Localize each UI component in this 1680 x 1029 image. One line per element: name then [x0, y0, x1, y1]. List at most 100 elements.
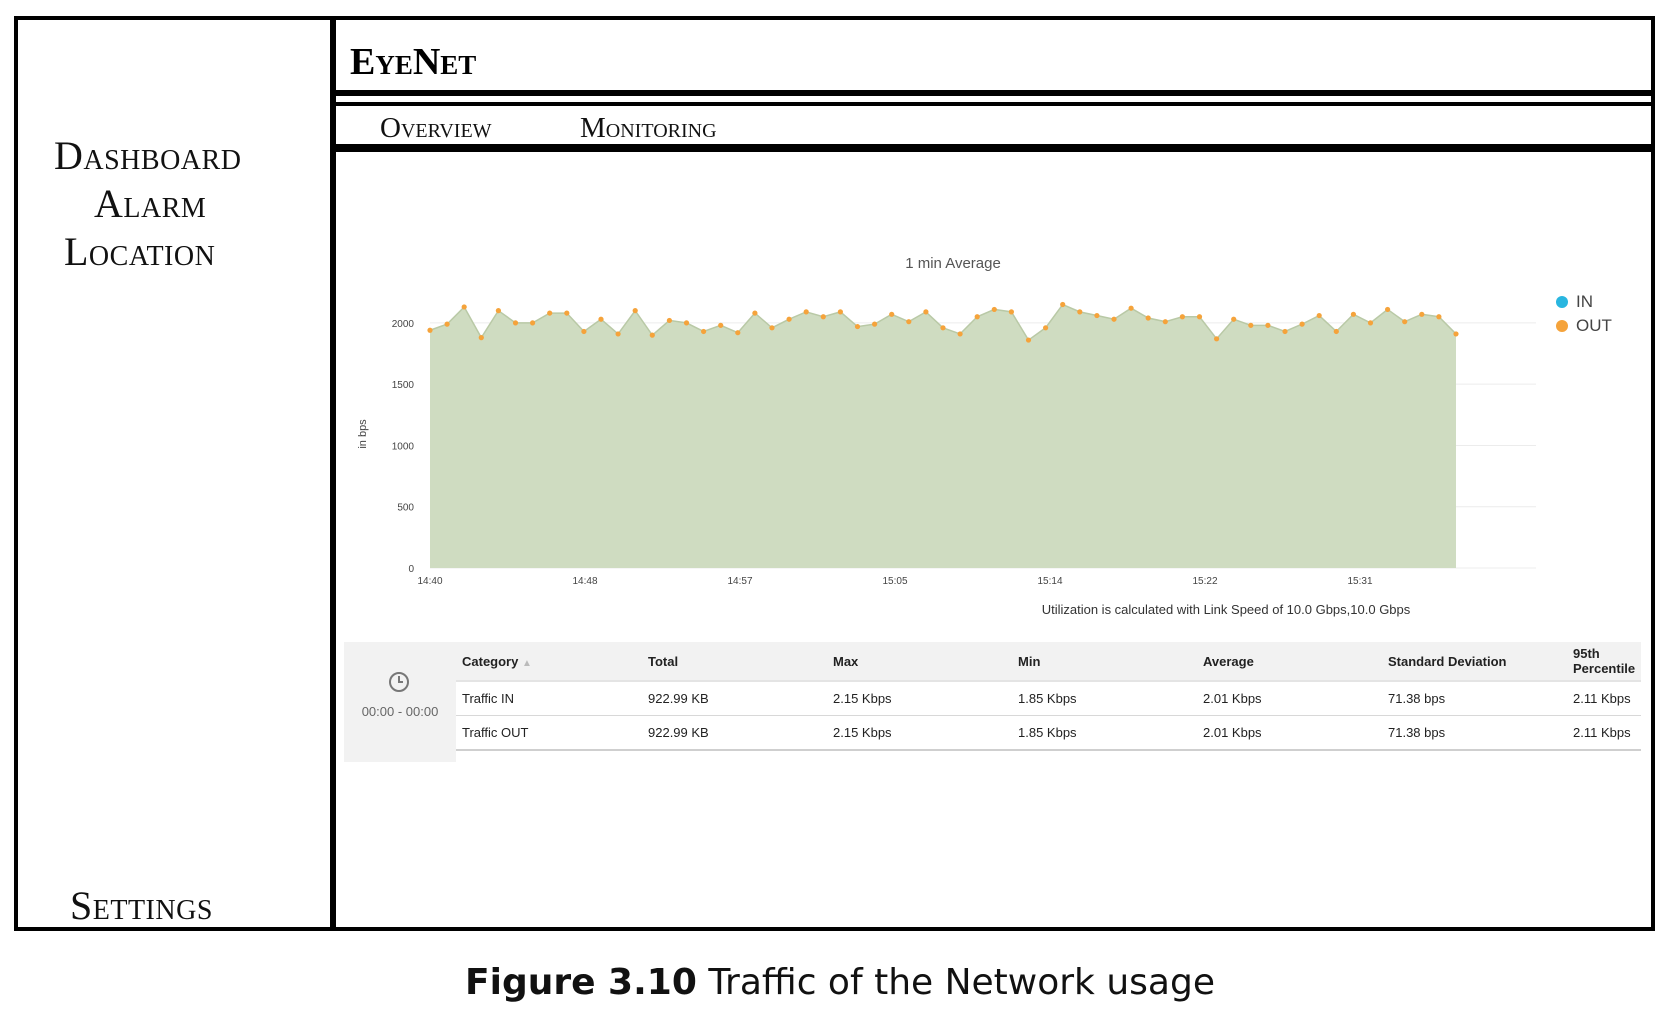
y-axis-label: in bps	[357, 419, 369, 449]
y-tick-label: 0	[408, 564, 414, 575]
series-point-out	[854, 323, 861, 330]
table-cell: Traffic OUT	[456, 715, 642, 751]
series-point-out	[1094, 312, 1100, 319]
figure-caption: Figure 3.10 Traffic of the Network usage	[0, 962, 1680, 1003]
column-header-max: Max	[827, 642, 1012, 682]
series-point-out	[1419, 311, 1425, 317]
series-point-out	[837, 309, 843, 315]
series-point-out	[530, 320, 536, 326]
series-point-out	[1196, 314, 1203, 320]
figure-text: Traffic of the Network usage	[708, 962, 1215, 1003]
series-point-out	[974, 314, 980, 320]
series-point-out	[1128, 305, 1134, 311]
series-point-out	[1043, 325, 1049, 331]
series-point-out	[1025, 337, 1032, 343]
series-point-out	[1265, 322, 1271, 328]
table-cell: 2.15 Kbps	[827, 681, 1012, 716]
series-point-out	[906, 319, 912, 325]
x-tick-label: 15:31	[1347, 576, 1372, 587]
series-area-in	[430, 304, 1456, 568]
series-point-out	[1385, 306, 1391, 313]
app-title: EyeNet	[350, 41, 477, 83]
legend-dot-in	[1556, 296, 1568, 308]
series-point-out	[1162, 319, 1168, 325]
table-cell: 71.38 bps	[1382, 715, 1567, 751]
legend-label-out: OUT	[1576, 316, 1612, 335]
series-point-out	[889, 311, 895, 317]
tab-bar: Overview Monitoring	[336, 102, 1651, 152]
legend-label-in: IN	[1576, 292, 1593, 311]
x-tick-label: 15:14	[1037, 576, 1062, 587]
stats-panel: 00:00 - 00:00 Category ▲ Total Max Min A…	[344, 642, 1649, 762]
y-tick-label: 500	[397, 503, 414, 514]
time-range-panel: 00:00 - 00:00	[344, 642, 456, 762]
series-point-out	[923, 309, 929, 315]
series-point-out	[1248, 322, 1254, 328]
table-cell: 2.01 Kbps	[1197, 715, 1382, 751]
series-point-out	[461, 304, 467, 310]
series-point-out	[957, 331, 963, 337]
series-point-out	[1231, 316, 1237, 322]
series-point-out	[581, 328, 587, 335]
sidebar-item-alarm[interactable]: Alarm	[94, 181, 207, 226]
x-tick-label: 15:05	[882, 576, 907, 587]
sidebar-item-location[interactable]: Location	[64, 229, 216, 274]
column-header-min: Min	[1012, 642, 1197, 682]
series-point-out	[820, 314, 826, 320]
tab-overview[interactable]: Overview	[380, 112, 492, 144]
series-point-out	[1111, 316, 1117, 322]
series-point-out	[786, 316, 792, 322]
series-point-out	[1350, 311, 1356, 317]
column-header-label: Category	[462, 653, 519, 669]
series-point-out	[1402, 319, 1408, 325]
legend-item-in[interactable]: IN	[1556, 290, 1612, 314]
column-header-category[interactable]: Category ▲	[456, 642, 642, 682]
table-cell: 2.11 Kbps	[1567, 715, 1641, 751]
sidebar-item-dashboard[interactable]: Dashboard	[54, 133, 242, 178]
table-cell: 922.99 KB	[642, 715, 827, 751]
table-cell: 922.99 KB	[642, 681, 827, 716]
clock-icon	[389, 672, 409, 692]
sort-icon[interactable]: ▲	[521, 657, 532, 669]
legend-item-out[interactable]: OUT	[1556, 314, 1612, 338]
series-point-out	[666, 317, 672, 324]
series-point-out	[803, 309, 809, 315]
tab-monitoring[interactable]: Monitoring	[580, 112, 717, 144]
series-point-out	[1008, 309, 1015, 315]
column-header-average: Average	[1197, 642, 1382, 682]
header: EyeNet	[336, 20, 1651, 96]
series-point-out	[752, 310, 758, 316]
table-cell: 2.15 Kbps	[827, 715, 1012, 751]
y-tick-label: 1000	[392, 441, 415, 452]
main-content: 1 min Average 0 500 1000 1500 2000 in bps 14:40…	[336, 152, 1651, 927]
x-tick-label: 14:48	[572, 576, 597, 587]
series-point-out	[940, 325, 946, 331]
series-point-out	[598, 316, 604, 322]
figure-number: Figure 3.10	[465, 962, 697, 1003]
x-tick-label: 14:40	[417, 576, 442, 587]
traffic-chart: 1 min Average 0 500 1000 1500 2000 in bps 14:40…	[357, 255, 1536, 587]
series-point-out	[615, 331, 621, 337]
series-point-out	[1214, 336, 1220, 342]
series-point-out	[1299, 321, 1305, 327]
series-point-out	[1333, 328, 1339, 335]
y-tick-label: 2000	[392, 319, 415, 330]
legend-dot-out	[1556, 320, 1568, 332]
sidebar: Dashboard Alarm Location Settings	[14, 16, 336, 931]
table-cell: 1.85 Kbps	[1012, 681, 1197, 716]
table-header-row: Category ▲ Total Max Min Average Standar…	[456, 642, 1641, 682]
table-cell: 2.01 Kbps	[1197, 681, 1382, 716]
series-point-out	[683, 320, 690, 326]
chart-legend: IN OUT	[1556, 290, 1612, 338]
series-point-out	[1282, 328, 1288, 335]
series-point-out	[632, 308, 638, 314]
column-header-total: Total	[642, 642, 827, 682]
series-point-out	[1453, 331, 1459, 337]
sidebar-item-settings[interactable]: Settings	[70, 883, 213, 928]
x-tick-label: 15:22	[1192, 576, 1217, 587]
series-point-out	[564, 310, 570, 316]
chart-title: 1 min Average	[905, 255, 1001, 272]
y-tick-label: 1500	[392, 380, 415, 391]
series-point-out	[1145, 315, 1151, 321]
table-cell: 71.38 bps	[1382, 681, 1567, 716]
